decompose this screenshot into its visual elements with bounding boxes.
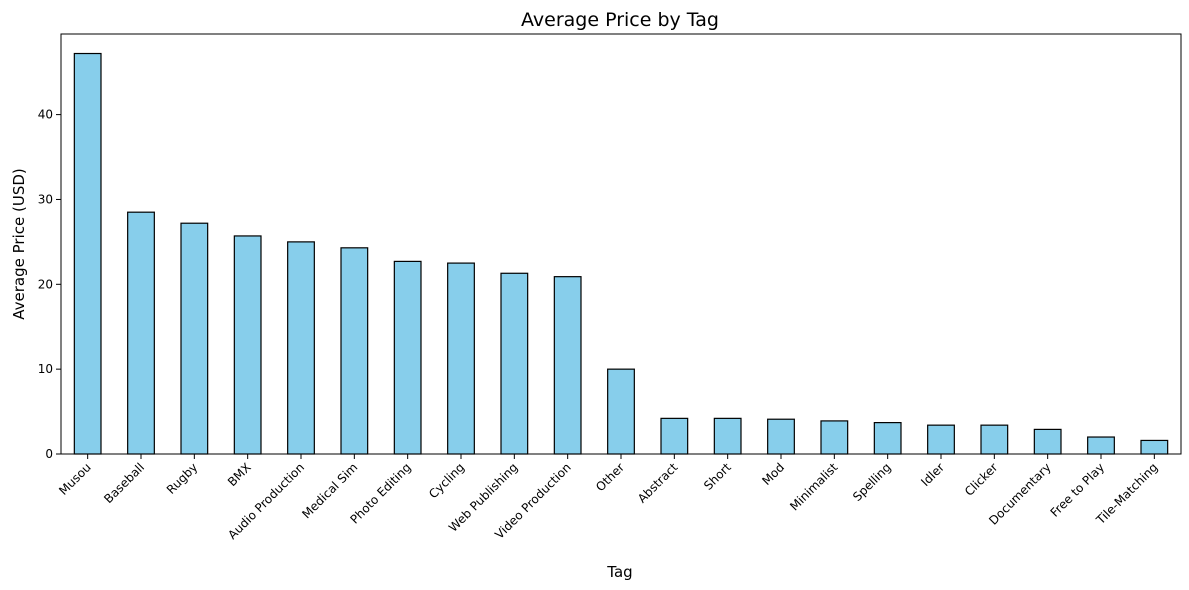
bar xyxy=(873,422,902,455)
y-axis-label: Average Price (USD) xyxy=(10,168,28,319)
x-tick-label: Baseball xyxy=(101,460,147,506)
bar xyxy=(73,52,102,455)
bar xyxy=(980,424,1009,455)
bar xyxy=(820,420,849,455)
x-tick-label: Cycling xyxy=(426,460,467,501)
x-tick-label: Rugby xyxy=(164,460,201,497)
x-tick-label: Spelling xyxy=(850,460,894,504)
x-tick-label: Minimalist xyxy=(787,460,840,513)
y-tick-label: 0 xyxy=(45,447,53,461)
x-tick-label: Idler xyxy=(918,460,947,489)
y-tick-label: 10 xyxy=(38,362,53,376)
x-tick-label: Clicker xyxy=(962,460,1001,499)
bar xyxy=(127,211,155,455)
bar xyxy=(500,272,529,455)
bar xyxy=(660,417,689,455)
x-tick-label: Other xyxy=(593,460,627,494)
bar xyxy=(180,222,209,455)
x-tick-label: Free to Play xyxy=(1048,460,1108,520)
plot-frame xyxy=(60,33,1182,455)
x-tick-label: Mod xyxy=(759,460,787,488)
y-axis: 0 10 20 30 40 xyxy=(38,108,61,461)
y-tick-label: 40 xyxy=(38,108,53,122)
bars xyxy=(73,52,1169,455)
y-tick-label: 20 xyxy=(38,277,53,291)
x-axis-label: Tag xyxy=(606,563,632,581)
bar xyxy=(1033,428,1062,455)
chart-title: Average Price by Tag xyxy=(521,9,719,31)
bar xyxy=(1087,436,1115,455)
bar xyxy=(287,241,315,455)
bar xyxy=(927,424,955,455)
y-tick-label: 30 xyxy=(38,192,53,206)
bar xyxy=(767,418,795,455)
bar xyxy=(233,235,262,455)
x-tick-label: BMX xyxy=(225,460,254,489)
bar xyxy=(393,260,422,455)
bar xyxy=(713,417,742,455)
bar xyxy=(607,368,635,455)
bar xyxy=(553,276,582,455)
x-tick-label: Abstract xyxy=(635,460,681,506)
x-tick-label: Musou xyxy=(56,460,94,498)
bar xyxy=(340,247,369,455)
bar xyxy=(1140,439,1169,455)
bar xyxy=(447,262,475,455)
x-tick-label: Short xyxy=(701,460,734,493)
